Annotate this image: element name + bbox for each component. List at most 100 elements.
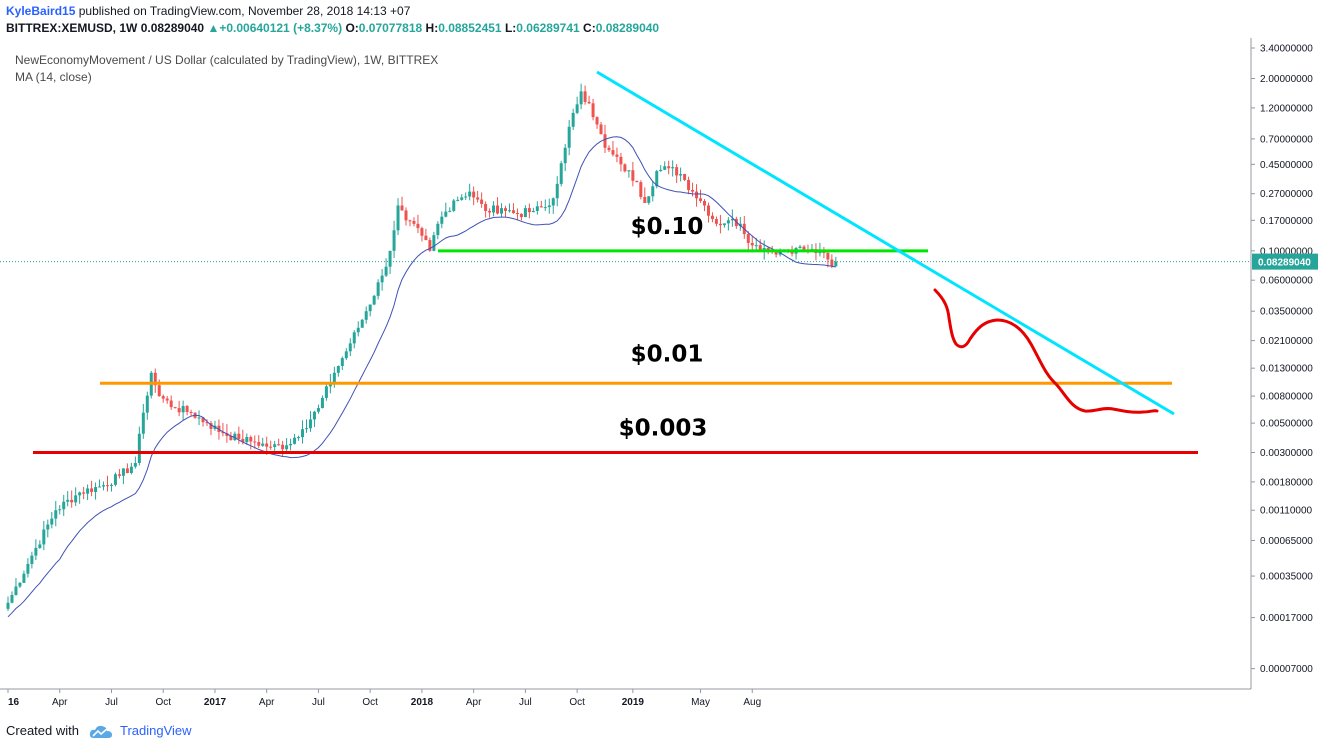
- candle-up: [730, 218, 734, 221]
- candle-down: [595, 117, 599, 125]
- candle-down: [205, 422, 209, 424]
- candle-down: [710, 215, 714, 220]
- candle-up: [121, 468, 125, 476]
- candle-down: [695, 191, 699, 199]
- candle-up: [316, 408, 320, 412]
- candle-up: [34, 547, 38, 556]
- candle-down: [706, 205, 710, 216]
- price-tick-label: 0.70000000: [1260, 134, 1313, 145]
- candle-up: [109, 484, 113, 486]
- price-tick-label: 0.10000000: [1260, 246, 1313, 257]
- time-tick-label: Oct: [362, 697, 378, 708]
- candle-up: [145, 395, 149, 413]
- candle-down: [201, 417, 205, 423]
- price-tick-label: 2.00000000: [1260, 74, 1313, 85]
- candle-up: [86, 488, 90, 494]
- price-tick-label: 0.03500000: [1260, 307, 1313, 318]
- candle-up: [551, 198, 555, 206]
- candle-up: [726, 220, 730, 224]
- candle-up: [6, 602, 10, 609]
- price-annotation: $0.003: [619, 416, 708, 442]
- candle-up: [356, 327, 360, 333]
- candle-up: [233, 433, 237, 441]
- candle-up: [468, 191, 472, 197]
- candle-up: [364, 311, 368, 320]
- time-axis[interactable]: 16 Apr Jul Oct 2017 Apr Jul Oct 2018 Apr Jul Oct 201…: [7, 689, 761, 708]
- last-price: 0.08289040: [140, 21, 205, 35]
- candle-down: [687, 179, 691, 191]
- candle-up: [555, 183, 559, 199]
- high-value: 0.08852451: [438, 21, 502, 35]
- time-tick-label: 2018: [411, 697, 434, 708]
- descending-trendline: [596, 70, 1175, 416]
- candle-up: [456, 199, 460, 201]
- time-tick-label: Aug: [743, 697, 761, 708]
- candle-down: [480, 199, 484, 204]
- created-with-label: Created with: [6, 723, 79, 738]
- drawings-layer: [0, 70, 1251, 455]
- tradingview-link[interactable]: TradingView: [120, 723, 192, 738]
- author-link[interactable]: KyleBaird15: [6, 4, 76, 18]
- time-tick-label: 2017: [204, 697, 227, 708]
- candle-up: [798, 246, 802, 249]
- candle-up: [141, 412, 145, 434]
- candle-up: [129, 466, 133, 474]
- price-axis[interactable]: 3.40000000 2.00000000 1.20000000 0.70000000…: [1251, 44, 1313, 676]
- candle-down: [225, 433, 229, 436]
- candle-up: [273, 444, 277, 448]
- candle-down: [269, 446, 273, 448]
- candle-down: [667, 166, 671, 169]
- candle-down: [153, 372, 157, 386]
- candle-up: [352, 332, 356, 344]
- candle-down: [758, 245, 762, 252]
- candle-up: [18, 582, 22, 587]
- candle-down: [746, 234, 750, 243]
- candle-up: [320, 397, 324, 409]
- candle-up: [563, 147, 567, 164]
- price-tag-label: 0.08289040: [1258, 258, 1311, 269]
- candle-down: [587, 101, 591, 104]
- candle-up: [344, 351, 348, 359]
- candle-up: [328, 383, 332, 387]
- candle-down: [253, 441, 257, 443]
- candle-down: [408, 220, 412, 222]
- candle-down: [428, 240, 432, 251]
- price-tick-label: 0.27000000: [1260, 189, 1313, 200]
- candle-down: [70, 499, 74, 503]
- candle-down: [703, 200, 706, 206]
- price-annotation: $0.10: [631, 214, 704, 240]
- price-annotation: $0.01: [631, 341, 704, 367]
- price-tick-label: 0.02100000: [1260, 336, 1313, 347]
- candle-up: [722, 223, 726, 226]
- candle-down: [189, 411, 193, 413]
- price-tick-label: 0.00800000: [1260, 392, 1313, 403]
- moving-average-line: [7, 136, 836, 618]
- open-value: 0.07077818: [358, 21, 423, 35]
- price-tick-label: 0.45000000: [1260, 160, 1313, 171]
- candle-up: [834, 261, 838, 267]
- open-label: O:: [345, 21, 359, 35]
- candle-down: [611, 150, 615, 155]
- candle-up: [571, 112, 575, 127]
- candle-up: [58, 509, 62, 511]
- candle-up: [308, 419, 312, 429]
- candle-up: [500, 208, 504, 214]
- candle-up: [448, 210, 452, 212]
- candle-down: [400, 205, 404, 211]
- change-value: +0.00640121 (+8.37%): [219, 21, 343, 35]
- candle-up: [336, 365, 340, 373]
- candle-down: [165, 398, 169, 401]
- publish-info: KyleBaird15 published on TradingView.com…: [6, 4, 410, 19]
- low-label: L:: [504, 21, 517, 35]
- candle-up: [74, 495, 78, 503]
- price-chart[interactable]: 3.40000000 2.00000000 1.20000000 0.70000000…: [0, 38, 1328, 720]
- price-tick-label: 0.00065000: [1260, 536, 1313, 547]
- candle-down: [830, 259, 834, 267]
- candle-up: [627, 170, 631, 172]
- candle-up: [579, 91, 583, 105]
- candle-down: [424, 235, 428, 241]
- candle-up: [50, 518, 54, 525]
- candle-down: [416, 223, 420, 229]
- time-tick-label: Oct: [569, 697, 585, 708]
- candle-down: [718, 223, 722, 226]
